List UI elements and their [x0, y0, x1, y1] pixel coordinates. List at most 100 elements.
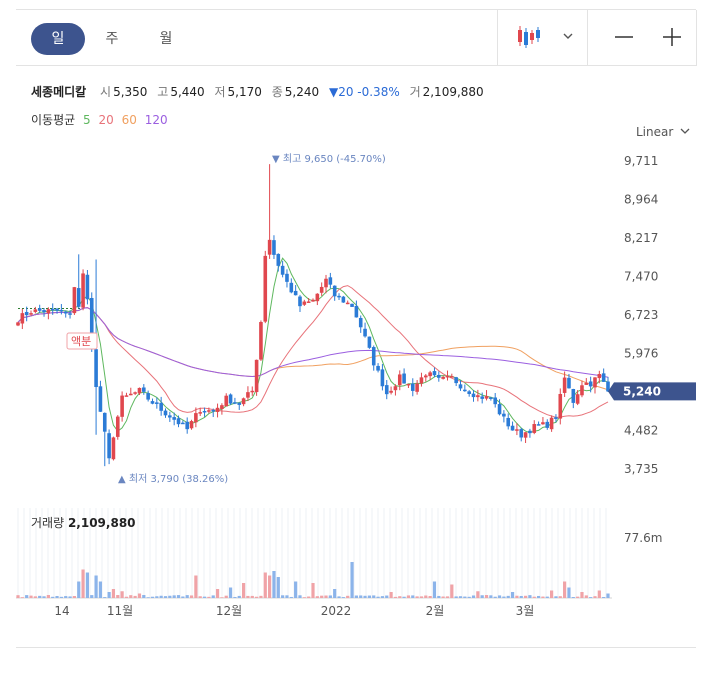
volume-bar [33, 596, 37, 598]
volume-bar [228, 587, 233, 598]
volume-bar [124, 596, 129, 598]
candle-body [406, 383, 411, 386]
volume-max-label: 77.6m [624, 531, 662, 545]
change-value: ▼20 -0.38% [328, 85, 400, 99]
candle-body [207, 410, 211, 412]
ma-5-label: 5 [83, 113, 91, 127]
x-tick-label: 11월 [107, 604, 133, 618]
volume-bar [437, 595, 441, 598]
volume-bar [224, 595, 228, 598]
volume-bar [315, 596, 319, 598]
toolbar-divider [16, 65, 696, 66]
volume-bar [233, 596, 237, 598]
volume-bar [259, 595, 263, 598]
volume-title-value: 2,109,880 [67, 516, 136, 530]
candle-body [393, 386, 398, 391]
toolbar-separator [497, 10, 498, 66]
chart-type-dropdown[interactable] [560, 28, 576, 44]
tab-daily[interactable]: 일 [31, 23, 85, 55]
volume-bar [393, 596, 398, 598]
candle-body [241, 398, 246, 405]
volume-bar [51, 596, 55, 598]
volume-bar [46, 595, 50, 598]
volume-bar [268, 575, 272, 598]
candle-body [580, 385, 584, 396]
candle-body [246, 392, 250, 398]
ma-120-line [17, 307, 609, 378]
candle-body [102, 412, 107, 432]
volume-bar [220, 597, 224, 598]
volume-bar [38, 595, 42, 598]
candle-body [115, 416, 120, 437]
candle-body [562, 377, 567, 393]
candle-body [510, 425, 515, 431]
candle-body [37, 308, 42, 311]
tab-monthly[interactable]: 월 [159, 31, 173, 47]
moving-average-legend[interactable]: 이동평균 5 20 60 120 [31, 111, 172, 128]
y-tick-label: 4,482 [624, 424, 658, 438]
volume-bar [398, 596, 402, 598]
candle-body [345, 302, 350, 305]
volume-bar [168, 595, 172, 598]
tab-weekly[interactable]: 주 [105, 31, 119, 47]
candle-body [263, 255, 268, 322]
volume-bar [350, 562, 354, 598]
volume-bar [376, 596, 380, 598]
candle-body [42, 310, 46, 313]
volume-bar [146, 597, 150, 598]
candle-body [111, 437, 116, 460]
volume-bar [198, 596, 202, 598]
close-value: 5,240 [284, 85, 320, 99]
candle-body [280, 265, 285, 275]
volume-bar [415, 596, 419, 598]
candle-body [445, 375, 450, 378]
volume-bar [77, 581, 81, 598]
volume-bar [25, 595, 29, 598]
candle-body [306, 301, 311, 303]
candle-body [133, 392, 137, 394]
candle-body [85, 274, 90, 300]
volume-bar [354, 595, 358, 598]
candle-body [194, 413, 198, 423]
candle-body [311, 299, 315, 302]
volume-bar [150, 596, 155, 598]
candle-body [254, 359, 259, 393]
volume-bar [450, 584, 454, 598]
top-divider [16, 9, 696, 10]
candle-body [597, 374, 602, 379]
volume-bar [116, 595, 120, 598]
candle-body [146, 393, 150, 400]
volume-bar [523, 595, 528, 598]
candle-body [523, 432, 528, 438]
candle-body [423, 375, 428, 378]
candle-body [384, 385, 389, 395]
volume-bar [29, 595, 33, 598]
y-tick-label: 5,976 [624, 347, 658, 361]
candle-body [502, 413, 506, 417]
scale-dropdown[interactable]: Linear [636, 125, 691, 139]
candle-body [168, 415, 172, 418]
candle-body [519, 429, 524, 438]
candlestick-icon [518, 26, 540, 48]
volume-bar [346, 595, 350, 598]
zoom-out-button[interactable] [612, 25, 636, 49]
open-label: 시 [100, 85, 112, 99]
candle-body [415, 383, 419, 392]
candle-body [575, 394, 580, 404]
volume-bar [281, 595, 285, 598]
volume-bar [445, 596, 450, 598]
candle-body [198, 412, 203, 414]
candle-body [489, 397, 493, 399]
candle-body [432, 371, 437, 376]
candle-body [358, 317, 363, 328]
chart-type-button[interactable] [512, 22, 546, 52]
volume-bar [298, 595, 302, 598]
volume-bar [302, 597, 306, 598]
candle-body [142, 387, 146, 392]
candle-body [515, 429, 519, 431]
zoom-in-button[interactable] [660, 25, 684, 49]
volume-bar [120, 591, 124, 598]
volume-label: 거 [409, 85, 421, 99]
candle-body [293, 290, 298, 296]
